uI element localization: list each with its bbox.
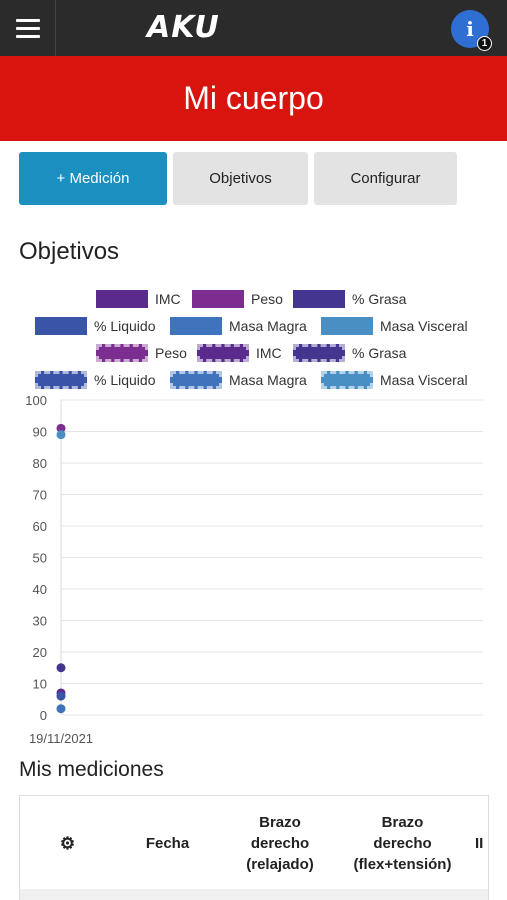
column-header-fecha[interactable]: Fecha [145,835,190,852]
legend-item-grasa-objetivo[interactable]: % Grasa [293,344,406,362]
objectives-button[interactable]: Objetivos [173,152,308,205]
page-title: Mi cuerpo [183,80,324,116]
y-tick-label: 90 [33,425,47,440]
legend-item-grasa[interactable]: % Grasa [293,290,406,308]
legend-item-liquido-objetivo[interactable]: % Liquido [35,371,156,389]
notification-badge: 1 [477,36,492,51]
legend-item-peso-objetivo[interactable]: Peso [96,344,187,362]
info-icon: i [466,17,474,41]
legend-item-peso[interactable]: Peso [192,290,283,308]
legend-swatch [170,317,222,335]
y-tick-label: 80 [33,456,47,471]
legend-label: IMC [155,291,181,307]
column-header-brazo-flex[interactable]: Brazo derecho (flex+tensión) [353,814,452,873]
table-settings-header[interactable]: ⚙ [40,796,95,891]
legend-swatch [96,290,148,308]
legend-label: Masa Visceral [380,372,468,388]
gear-icon[interactable]: ⚙ [59,834,76,853]
legend-swatch [35,317,87,335]
data-point [56,704,66,714]
data-point [56,423,66,433]
y-tick-label: 60 [33,519,47,534]
legend-item-masa-magra-objetivo[interactable]: Masa Magra [170,371,307,389]
y-tick-label: 100 [25,393,47,408]
data-point [56,663,66,673]
legend-swatch [321,371,373,389]
legend-label: % Grasa [352,291,407,307]
legend-item-imc-objetivo[interactable]: IMC [197,344,282,362]
x-tick-label: 19/11/2021 [29,731,93,746]
y-tick-label: 20 [33,645,47,660]
objectives-heading: Objetivos [19,238,120,265]
legend-label: % Grasa [352,345,407,361]
legend-swatch [293,344,345,362]
y-tick-label: 50 [33,551,47,566]
y-tick-label: 30 [33,614,47,629]
y-tick-label: 70 [33,488,47,503]
measurements-heading: Mis mediciones [19,758,164,781]
data-point [56,691,66,701]
y-tick-label: 40 [33,582,47,597]
column-header-brazo-relajado[interactable]: Brazo derecho (relajado) [246,814,314,873]
legend-item-imc[interactable]: IMC [96,290,181,308]
table-row [20,889,488,900]
legend-swatch [293,290,345,308]
legend-item-masa-magra[interactable]: Masa Magra [170,317,307,335]
legend-swatch [321,317,373,335]
y-tick-label: 0 [40,708,47,723]
measurements-table: ⚙ Fecha Brazo derecho (relajado) Brazo d… [19,795,489,900]
legend-item-masa-visceral-objetivo[interactable]: Masa Visceral [321,371,468,389]
legend-swatch [96,344,148,362]
legend-label: Peso [155,345,187,361]
legend-label: Masa Magra [229,318,307,334]
legend-swatch [197,344,249,362]
y-tick-label: 10 [33,677,47,692]
legend-label: IMC [256,345,282,361]
legend-label: Peso [251,291,283,307]
column-header-next[interactable]: II [475,835,484,852]
configure-button[interactable]: Configurar [314,152,457,205]
legend-item-liquido[interactable]: % Liquido [35,317,156,335]
legend-label: % Liquido [94,372,156,388]
info-button[interactable]: i [451,10,489,48]
hamburger-icon [15,19,40,38]
add-measurement-button[interactable]: + Medición [19,152,167,205]
legend-label: Masa Visceral [380,318,468,334]
top-bar: AKU i 1 [0,0,507,56]
data-point [56,430,66,440]
legend-label: Masa Magra [229,372,307,388]
legend-swatch [35,371,87,389]
hamburger-menu-button[interactable] [0,0,56,56]
legend-swatch [192,290,244,308]
legend-label: % Liquido [94,318,156,334]
legend-swatch [170,371,222,389]
page-title-banner: Mi cuerpo [0,56,507,141]
legend-item-masa-visceral[interactable]: Masa Visceral [321,317,468,335]
app-logo[interactable]: AKU [147,10,220,45]
